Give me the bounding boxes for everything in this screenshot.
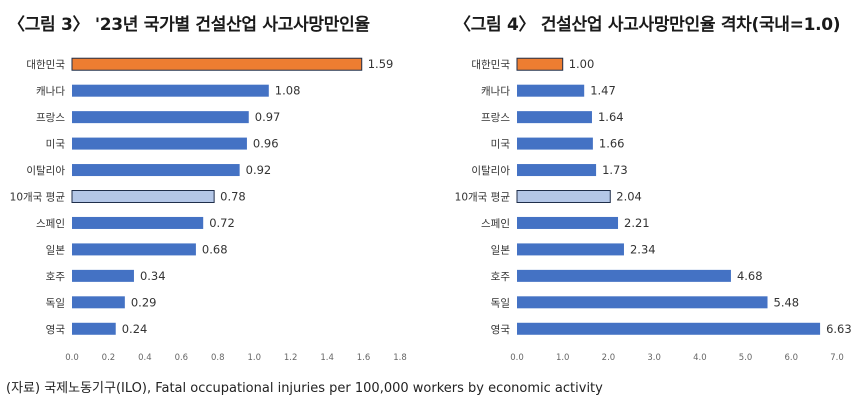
data-label: 2.34 — [630, 242, 656, 256]
source-note: (자료) 국제노동기구(ILO), Fatal occupational inj… — [6, 381, 603, 396]
x-tick-label: 7.0 — [830, 353, 844, 363]
category-label: 스페인 — [481, 218, 510, 230]
x-tick-label: 1.0 — [556, 353, 570, 363]
chart-fatality-rate-by-country: 〈그림 3〉 '23년 국가별 건설산업 사고사망만인율 대한민국 1.59 캐나다… — [0, 0, 430, 370]
x-tick-label: 6.0 — [785, 353, 799, 363]
data-label: 0.97 — [255, 110, 281, 124]
x-tick-label: 0.4 — [138, 353, 152, 363]
x-tick-label: 4.0 — [693, 353, 707, 363]
category-label: 호주 — [491, 271, 511, 283]
x-tick-label: 0.0 — [65, 353, 79, 363]
data-label: 0.34 — [140, 269, 166, 283]
data-label: 1.08 — [275, 84, 301, 98]
category-label: 캐나다 — [36, 86, 65, 98]
chart-svg: 대한민국 1.59 캐나다 1.08 프랑스 0.97 미국 0.96 이탈리아 0.92 10개국… — [10, 57, 407, 363]
data-label: 0.96 — [253, 137, 279, 151]
data-label: 0.92 — [246, 163, 272, 177]
data-label: 0.72 — [209, 216, 235, 230]
bar-캐나다 — [72, 84, 269, 97]
chart-title: 〈그림 4〉 건설산업 사고사망만인율 격차(국내=1.0) — [454, 15, 841, 35]
x-tick-label: 1.4 — [320, 353, 334, 363]
data-label: 0.68 — [202, 242, 228, 256]
category-label: 이탈리아 — [471, 164, 510, 177]
category-label: 대한민국 — [471, 59, 510, 71]
bar-스페인 — [72, 216, 204, 229]
bar-이탈리아 — [517, 164, 597, 177]
category-label: 캐나다 — [481, 86, 510, 98]
data-label: 6.63 — [826, 322, 852, 336]
data-label: 1.47 — [590, 84, 616, 98]
category-label: 호주 — [46, 271, 66, 283]
data-label: 0.78 — [220, 190, 246, 204]
bar-캐나다 — [517, 84, 585, 97]
data-label: 1.59 — [368, 57, 394, 71]
x-tick-label: 0.6 — [175, 353, 189, 363]
data-label: 1.64 — [598, 110, 624, 124]
category-label: 이탈리아 — [26, 164, 65, 177]
category-label: 일본 — [46, 243, 66, 256]
bar-일본 — [517, 243, 624, 256]
bar-독일 — [517, 296, 768, 309]
bar-10개국 평균 — [71, 190, 215, 203]
data-label: 1.73 — [602, 163, 628, 177]
chart-title: 〈그림 3〉 '23년 국가별 건설산업 사고사망만인율 — [8, 15, 370, 35]
category-label: 미국 — [491, 139, 511, 151]
bar-미국 — [72, 137, 247, 150]
category-label: 영국 — [46, 324, 66, 336]
bar-프랑스 — [517, 111, 592, 124]
category-label: 영국 — [491, 324, 511, 336]
bar-프랑스 — [72, 111, 249, 124]
bar-호주 — [72, 269, 134, 282]
bar-영국 — [72, 322, 116, 335]
x-tick-label: 0.0 — [510, 353, 524, 363]
category-label: 독일 — [46, 296, 65, 309]
data-label: 4.68 — [737, 269, 763, 283]
x-tick-label: 3.0 — [647, 353, 661, 363]
bar-대한민국 — [516, 57, 564, 71]
chart-svg: 대한민국 1.00 캐나다 1.47 프랑스 1.64 미국 1.66 이탈리아 1.73 10개국… — [455, 57, 852, 363]
bar-미국 — [517, 137, 593, 150]
x-tick-label: 2.0 — [602, 353, 616, 363]
x-tick-label: 5.0 — [739, 353, 753, 363]
bar-대한민국 — [71, 57, 363, 71]
data-label: 1.66 — [599, 137, 625, 151]
bar-영국 — [517, 322, 821, 335]
data-label: 1.00 — [569, 57, 595, 71]
category-label: 스페인 — [36, 218, 65, 230]
category-label: 10개국 평균 — [455, 192, 511, 204]
bar-10개국 평균 — [516, 190, 611, 203]
bar-스페인 — [517, 216, 619, 229]
x-tick-label: 1.2 — [284, 353, 298, 363]
category-label: 대한민국 — [26, 59, 65, 71]
data-label: 5.48 — [774, 295, 800, 309]
x-tick-label: 0.2 — [102, 353, 116, 363]
x-tick-label: 1.8 — [393, 353, 407, 363]
category-label: 일본 — [491, 243, 511, 256]
category-label: 독일 — [491, 296, 510, 309]
x-tick-label: 1.6 — [357, 353, 371, 363]
chart-fatality-gap-vs-korea: 〈그림 4〉 건설산업 사고사망만인율 격차(국내=1.0) 대한민국 1.00 캐… — [430, 0, 860, 370]
category-label: 10개국 평균 — [10, 192, 66, 204]
bar-독일 — [72, 296, 125, 309]
category-label: 미국 — [46, 139, 66, 151]
x-tick-label: 1.0 — [247, 353, 261, 363]
bar-일본 — [72, 243, 196, 256]
data-label: 0.24 — [122, 322, 148, 336]
data-label: 2.21 — [624, 216, 650, 230]
x-tick-label: 0.8 — [211, 353, 225, 363]
category-label: 프랑스 — [36, 112, 65, 124]
data-label: 2.04 — [616, 190, 642, 204]
bar-이탈리아 — [72, 164, 240, 177]
data-label: 0.29 — [131, 295, 157, 309]
bar-호주 — [517, 269, 731, 282]
category-label: 프랑스 — [481, 112, 510, 124]
